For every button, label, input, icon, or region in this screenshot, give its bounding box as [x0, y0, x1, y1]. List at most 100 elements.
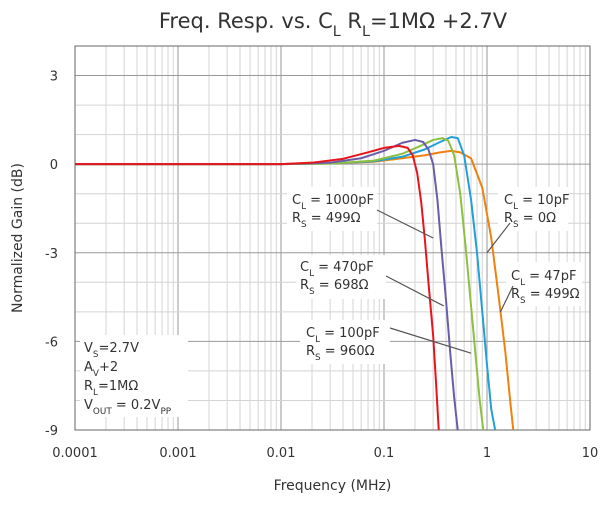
text-run: =1MΩ +2.7V: [370, 9, 508, 33]
plot-frame: [74, 45, 591, 431]
x-tick-label: 10: [582, 446, 599, 461]
x-tick-label: 0.1: [374, 446, 395, 461]
text-run: = 1000pF: [306, 193, 374, 208]
subscript: V: [93, 369, 99, 379]
chart-title: Freq. Resp. vs. CL RL=1MΩ +2.7V: [159, 9, 508, 40]
text-run: R: [300, 278, 309, 293]
text-run: = 0Ω: [519, 211, 556, 226]
annotation-pointer: [486, 222, 511, 254]
annotation-pointer: [376, 209, 434, 239]
text-run: = 698Ω: [315, 278, 369, 293]
subscript: L: [309, 269, 314, 279]
subscript: L: [301, 202, 306, 212]
annotation-background: [300, 320, 390, 364]
text-run: V: [84, 341, 93, 356]
subscript: L: [520, 278, 525, 288]
y-tick-label: 0: [50, 158, 58, 173]
annotation-text: VS=2.7V: [84, 341, 139, 360]
x-tick-label: 1: [483, 446, 491, 461]
subscript: S: [301, 220, 307, 230]
text-run: = 100pF: [320, 326, 380, 341]
annotation-background: [80, 335, 188, 417]
annotation-pointer: [499, 285, 514, 313]
annotation-background: [287, 187, 377, 231]
annotation-background: [506, 262, 582, 306]
y-tick-label: -3: [45, 247, 58, 262]
text-run: C: [511, 269, 520, 284]
text-run: C: [504, 193, 513, 208]
subscript: L: [315, 335, 320, 345]
subscript: L: [333, 24, 341, 40]
y-tick-label: 3: [50, 70, 58, 85]
annotation-text: RS = 0Ω: [504, 211, 556, 230]
subscript: L: [513, 202, 518, 212]
annotation-background: [296, 255, 386, 299]
text-run: C: [300, 260, 309, 275]
annotation-text: RS = 698Ω: [300, 278, 369, 297]
subscript: S: [309, 287, 315, 297]
y-axis-label: Normalized Gain (dB): [10, 163, 26, 313]
series-line-5: [75, 144, 440, 430]
annotation-text: CL = 470pF: [300, 260, 374, 279]
x-tick-label: 0.01: [267, 446, 296, 461]
annotation-text: RS = 499Ω: [292, 211, 361, 230]
subscript: S: [513, 220, 519, 230]
text-run: R: [504, 211, 513, 226]
text-run: = 499Ω: [526, 287, 580, 302]
subscript: PP: [160, 407, 171, 417]
subscript: S: [315, 353, 321, 363]
text-run: = 470pF: [314, 260, 374, 275]
text-run: R: [306, 344, 315, 359]
y-tick-label: -9: [45, 424, 58, 439]
annotation-text: RS = 960Ω: [306, 344, 375, 363]
subscript: L: [93, 388, 98, 398]
x-tick-label: 0.0001: [52, 446, 98, 461]
subscript: S: [93, 350, 99, 360]
text-run: =1MΩ: [98, 379, 138, 394]
y-tick-label: -6: [45, 335, 58, 350]
text-run: Freq. Resp. vs. C: [159, 9, 333, 33]
annotation-pointer: [385, 275, 444, 307]
text-run: R: [511, 287, 520, 302]
annotation-text: CL = 1000pF: [292, 193, 374, 212]
subscript: L: [362, 24, 370, 40]
annotation-text: RL=1MΩ: [84, 379, 138, 398]
annotation-text: CL = 100pF: [306, 326, 380, 345]
text-run: = 47pF: [525, 269, 576, 284]
x-tick-label: 0.001: [159, 446, 196, 461]
series-group: [75, 135, 515, 430]
text-run: =2.7V: [99, 341, 140, 356]
subscript: OUT: [93, 407, 112, 417]
annotation-text: CL = 10pF: [504, 193, 569, 212]
text-run: C: [306, 326, 315, 341]
text-run: C: [292, 193, 301, 208]
series-line-4: [75, 138, 459, 430]
text-run: +2: [99, 360, 118, 375]
text-run: = 0.2V: [112, 398, 161, 413]
x-axis-label: Frequency (MHz): [274, 478, 392, 494]
text-run: = 960Ω: [321, 344, 375, 359]
text-run: V: [84, 398, 93, 413]
annotation-text: AV+2: [84, 360, 118, 379]
subscript: S: [520, 296, 526, 306]
text-run: R: [292, 211, 301, 226]
text-run: = 10pF: [518, 193, 569, 208]
annotation-text: CL = 47pF: [511, 269, 576, 288]
text-run: R: [84, 379, 93, 394]
text-run: A: [84, 360, 93, 375]
series-line-3: [75, 137, 485, 430]
tick-labels: 0.0001 0.001 0.01 0.1 1 10 3 0 -3 -6 -9: [45, 70, 598, 461]
text-run: R: [341, 9, 362, 33]
annotation-text: RS = 499Ω: [511, 287, 580, 306]
annotation-pointer: [389, 327, 472, 354]
annotation-text: VOUT = 0.2VPP: [84, 398, 172, 417]
